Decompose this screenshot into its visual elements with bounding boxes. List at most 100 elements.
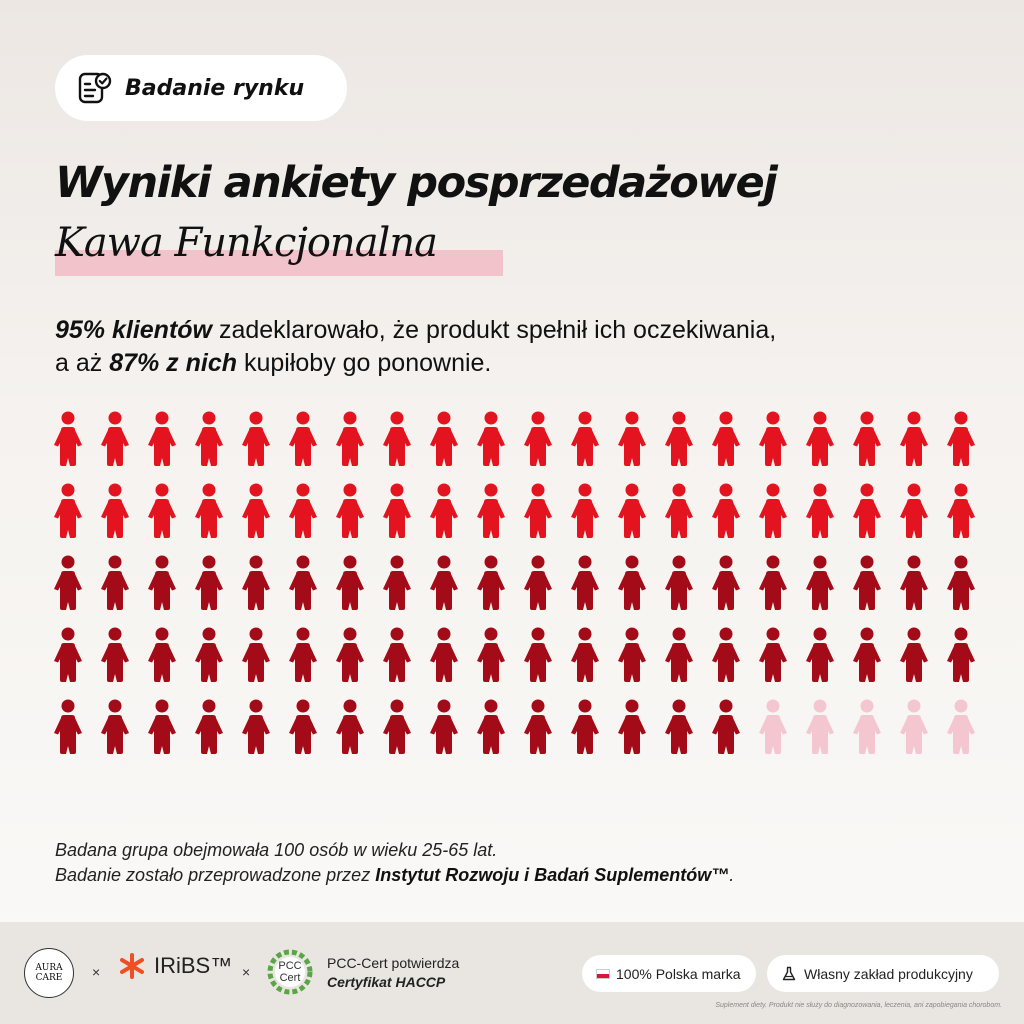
person-icon-dark-red: [101, 699, 129, 754]
flask-icon: [782, 966, 796, 980]
person-icon-bright-red: [665, 483, 693, 538]
person-icon-bright-red: [195, 483, 223, 538]
page-title: Wyniki ankiety posprzedażowej: [55, 158, 778, 208]
person-icon-bright-red: [524, 483, 552, 538]
iribs-star-icon: [120, 953, 144, 979]
category-badge: Badanie rynku: [55, 55, 347, 121]
person-icon-bright-red: [712, 483, 740, 538]
subtitle-highlight: [55, 250, 503, 276]
person-icon-dark-red: [195, 555, 223, 610]
own-factory-pill: Własny zakład produkcyjny: [767, 955, 999, 992]
person-icon-dark-red: [524, 699, 552, 754]
person-icon-dark-red: [148, 699, 176, 754]
lead-text-2: a aż: [55, 349, 110, 377]
person-icon-dark-red: [618, 627, 646, 682]
person-icon-bright-red: [195, 411, 223, 466]
footer: AURA CARE × IRiBS™ × PCC Cert PCC-Cert p…: [0, 922, 1024, 1024]
person-icon-bright-red: [289, 411, 317, 466]
person-icon-bright-red: [289, 483, 317, 538]
person-icon-bright-red: [900, 411, 928, 466]
person-icon-bright-red: [524, 411, 552, 466]
pcc-line-1: PCC-Cert potwierdza: [327, 955, 460, 971]
pcc-cert-text: PCC-Cert potwierdza Certyfikat HACCP: [327, 954, 459, 992]
person-icon-bright-red: [759, 411, 787, 466]
person-icon-dark-red: [477, 699, 505, 754]
study-note: Badana grupa obejmowała 100 osób w wieku…: [55, 838, 734, 888]
person-icon-bright-red: [383, 483, 411, 538]
person-icon-dark-red: [571, 555, 599, 610]
note-suffix: .: [729, 865, 735, 885]
polish-brand-pill: 100% Polska marka: [582, 955, 756, 992]
person-icon-dark-red: [712, 627, 740, 682]
person-icon-dark-red: [336, 699, 364, 754]
person-icon-dark-red: [242, 699, 270, 754]
times-separator-1: ×: [92, 964, 101, 980]
person-icon-dark-red: [618, 699, 646, 754]
person-icon-bright-red: [853, 483, 881, 538]
note-line-1: Badana grupa obejmowała 100 osób w wieku…: [55, 840, 498, 860]
pill-own-factory-label: Własny zakład produkcyjny: [804, 965, 973, 982]
institute-name: Instytut Rozwoju i Badań Suplementów™: [375, 865, 730, 885]
person-icon-bright-red: [947, 483, 975, 538]
person-icon-bright-red: [759, 483, 787, 538]
person-icon-dark-red: [712, 555, 740, 610]
stat-satisfied: 95% klientów: [55, 316, 212, 344]
person-icon-dark-red: [759, 555, 787, 610]
person-icon-dark-red: [383, 555, 411, 610]
person-icon-dark-red: [242, 627, 270, 682]
lead-line-2: a aż 87% z nich kupiłoby go ponownie.: [55, 347, 776, 380]
person-icon-dark-red: [289, 555, 317, 610]
person-icon-bright-red: [853, 411, 881, 466]
person-icon-pink: [853, 699, 881, 754]
subtitle-block: Kawa Funkcjonalna: [55, 220, 503, 282]
person-icon-bright-red: [242, 411, 270, 466]
person-icon-bright-red: [336, 411, 364, 466]
person-icon-bright-red: [54, 411, 82, 466]
person-icon-bright-red: [477, 411, 505, 466]
person-icon-dark-red: [430, 699, 458, 754]
person-icon-bright-red: [336, 483, 364, 538]
pcc-logo-line-1: PCC: [278, 960, 301, 972]
person-icon-bright-red: [54, 483, 82, 538]
lead-text-3: kupiłoby go ponownie.: [237, 349, 492, 377]
person-icon-dark-red: [712, 699, 740, 754]
times-separator-2: ×: [242, 964, 251, 980]
person-icon-dark-red: [101, 555, 129, 610]
person-icon-bright-red: [618, 483, 646, 538]
stat-rebuy: 87% z nich: [109, 349, 238, 377]
person-icon-dark-red: [148, 627, 176, 682]
iribs-logo: IRiBS™: [118, 952, 232, 980]
person-icon-bright-red: [148, 483, 176, 538]
person-icon-dark-red: [806, 627, 834, 682]
person-icon-dark-red: [853, 555, 881, 610]
aura-logo-line-2: CARE: [35, 973, 63, 983]
person-icon-bright-red: [806, 411, 834, 466]
note-prefix: Badanie zostało przeprowadzone przez: [55, 865, 376, 885]
lead-text-1: zadeklarowało, że produkt spełnił ich oc…: [212, 316, 777, 344]
person-icon-bright-red: [430, 483, 458, 538]
person-icon-pink: [947, 699, 975, 754]
person-icon-dark-red: [383, 627, 411, 682]
person-icon-dark-red: [665, 627, 693, 682]
person-icon-bright-red: [571, 411, 599, 466]
aura-logo-line-1: AURA: [35, 963, 63, 973]
person-icon-dark-red: [101, 627, 129, 682]
person-icon-bright-red: [242, 483, 270, 538]
person-icon-dark-red: [336, 627, 364, 682]
person-icon-bright-red: [383, 411, 411, 466]
person-icon-dark-red: [524, 627, 552, 682]
person-icon-bright-red: [806, 483, 834, 538]
person-icon-bright-red: [665, 411, 693, 466]
person-icon-dark-red: [54, 555, 82, 610]
person-icon-dark-red: [383, 699, 411, 754]
person-icon-dark-red: [759, 627, 787, 682]
person-icon-bright-red: [900, 483, 928, 538]
person-icon-bright-red: [618, 411, 646, 466]
person-icon-dark-red: [806, 555, 834, 610]
person-icon-dark-red: [242, 555, 270, 610]
person-icon-dark-red: [571, 699, 599, 754]
person-icon-bright-red: [148, 411, 176, 466]
person-icon-bright-red: [571, 483, 599, 538]
person-icon-pink: [759, 699, 787, 754]
note-line-2: Badanie zostało przeprowadzone przez Ins…: [55, 863, 734, 888]
